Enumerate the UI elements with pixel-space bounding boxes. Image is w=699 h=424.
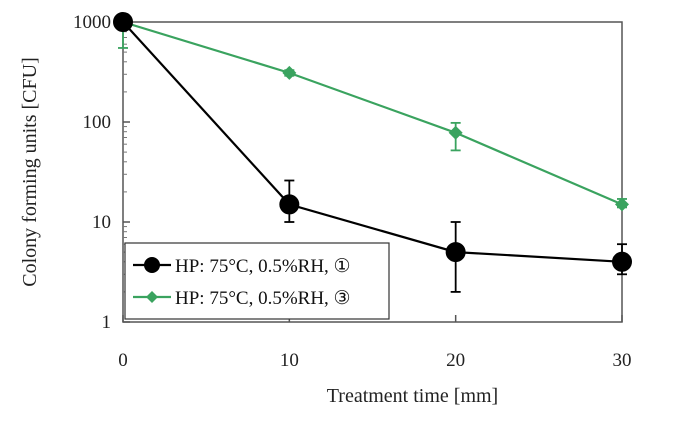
x-tick-label: 0 [118,350,128,371]
legend-label: HP: 75°C, 0.5%RH, ① [175,256,351,277]
series-line [122,20,623,206]
series-1 [113,12,632,293]
legend-marker [144,257,160,273]
data-point [282,65,297,80]
series-line [122,21,623,263]
data-point [448,125,463,140]
y-tick-label: 10 [92,212,111,233]
x-tick-label: 20 [446,350,465,371]
data-point [612,251,632,272]
series-layer [113,12,632,293]
data-point [445,242,466,263]
x-tick-label: 30 [613,350,632,371]
data-point [279,194,300,215]
legend-box [124,242,390,320]
legend-marker [146,291,158,303]
series-2 [116,15,629,212]
axes: 1 10 100 1000 0 10 20 30 [73,12,632,371]
x-tick-label: 10 [280,350,299,371]
y-tick-label: 1 [102,312,112,333]
legend-item-1: HP: 75°C, 0.5%RH, ① [133,256,351,277]
plot-frame [122,21,623,323]
y-axis-label: Colony forming units [CFU] [19,57,41,286]
x-axis-label: Treatment time [mm] [327,385,498,407]
legend-label: HP: 75°C, 0.5%RH, ③ [175,288,351,309]
legend: HP: 75°C, 0.5%RH, ① HP: 75°C, 0.5%RH, ③ [124,242,390,320]
legend-item-2: HP: 75°C, 0.5%RH, ③ [133,288,351,309]
data-point [615,197,629,212]
y-tick-label: 1000 [73,12,111,33]
data-point [113,12,133,32]
y-tick-label: 100 [83,112,112,133]
